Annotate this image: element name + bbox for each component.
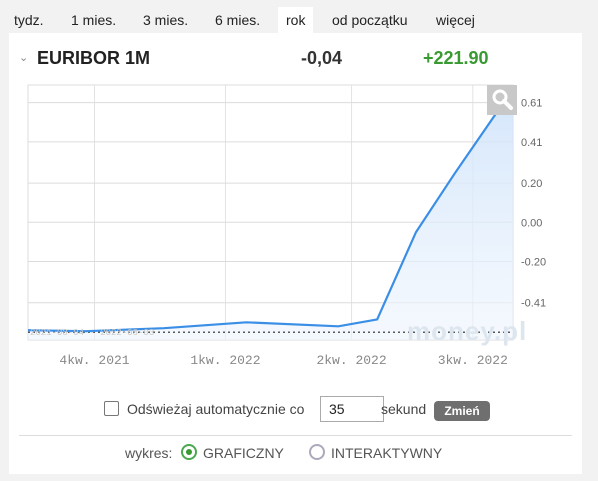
watermark: money.pl (407, 316, 528, 346)
magnifier-icon (492, 89, 513, 110)
zoom-button[interactable] (487, 85, 517, 115)
y-tick-label: 0.20 (521, 178, 542, 190)
x-tick-label: 4kw. 2021 (59, 353, 129, 368)
tab-more[interactable]: więcej (436, 12, 475, 28)
auto-refresh-label: Odświeżaj automatycznie co (127, 401, 305, 417)
tab-1-month[interactable]: 1 mies. (71, 12, 117, 28)
instrument-change: +221.90 (423, 48, 489, 68)
y-tick-label: -0.20 (521, 257, 546, 269)
interactive-radio[interactable] (309, 444, 325, 460)
date-range-label: 2021-08-04 - 2022-08-03 (30, 328, 154, 338)
refresh-interval-input[interactable] (320, 396, 384, 422)
period-tabs: tydz. 1 mies. 3 mies. 6 mies. rok od poc… (0, 7, 598, 33)
divider (19, 435, 572, 436)
instrument-value: -0,04 (301, 48, 343, 68)
instrument-name: EURIBOR 1M (37, 48, 151, 68)
x-tick-label: 1kw. 2022 (190, 353, 260, 368)
y-tick-label: 0.61 (521, 98, 542, 110)
seconds-label: sekund (381, 401, 427, 417)
graphic-label[interactable]: GRAFICZNY (203, 445, 284, 461)
x-tick-label: 2kw. 2022 (316, 353, 386, 368)
chart-type-row: wykres: GRAFICZNY INTERAKTYWNY (9, 441, 582, 467)
series-area (28, 88, 513, 341)
chevron-down-icon[interactable]: ⌄ (19, 52, 29, 64)
series-line (27, 88, 514, 333)
tab-week[interactable]: tydz. (14, 12, 44, 28)
y-tick-label: 0.41 (521, 137, 542, 149)
interactive-label[interactable]: INTERAKTYWNY (331, 445, 443, 461)
chart-panel: ⌄ EURIBOR 1M -0,04 +221.90 0.61 0.41 0.20 0… (9, 33, 582, 474)
graphic-radio[interactable] (181, 444, 197, 460)
y-tick-label: 0.00 (521, 217, 542, 229)
tab-year[interactable]: rok (278, 7, 314, 33)
auto-refresh-checkbox[interactable] (104, 401, 119, 416)
tab-since-start[interactable]: od początku (332, 12, 408, 28)
chart-type-label: wykres: (125, 445, 173, 461)
price-chart: 0.61 0.41 0.20 0.00 -0.20 -0.41 4kw. 2021 1kw.… (27, 84, 546, 368)
x-tick-label: 3kw. 2022 (438, 353, 508, 368)
y-tick-label: -0.41 (521, 298, 546, 310)
tab-3-months[interactable]: 3 mies. (143, 12, 189, 28)
tab-6-months[interactable]: 6 mies. (215, 12, 261, 28)
change-button[interactable]: Zmień (434, 401, 490, 421)
